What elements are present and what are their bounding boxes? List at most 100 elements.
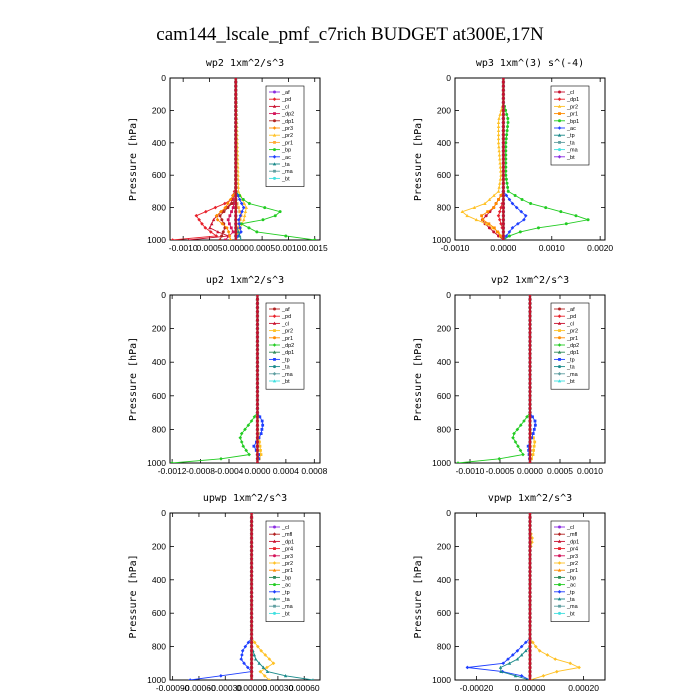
x-tick-label: -0.0012 [158,466,187,476]
series-marker [237,222,241,226]
zero-profile-marker [250,524,254,528]
legend-entry: _ac [281,583,291,589]
series-marker [219,457,223,461]
series-marker [263,206,267,210]
series-marker [496,120,501,124]
series-marker [506,189,510,193]
series-marker [498,161,502,165]
legend-entry: _dp1 [566,97,579,103]
zero-profile-marker [501,133,505,137]
legend-marker [558,329,561,332]
series-marker [523,213,528,218]
x-tick-label: -0.00030 [208,683,242,693]
series-marker [524,640,528,645]
legend-entry: _dp1 [566,350,579,356]
series-line-dp2 [457,295,531,463]
zero-profile-marker [528,461,532,463]
series-marker [226,218,230,222]
zero-profile-marker [528,306,532,310]
legend-marker [272,97,277,101]
zero-profile-marker [501,96,505,100]
series-marker [231,193,235,198]
series-marker [524,648,528,653]
y-tick-label: 600 [437,170,451,180]
series-marker [504,193,509,198]
legend-marker [557,597,562,601]
legend-marker [273,112,276,115]
zero-profile-marker [255,444,259,448]
series-marker [474,217,479,222]
series-marker [512,431,516,436]
series-marker [247,202,251,206]
legend-entry: _ta [281,365,291,371]
panel-title: wp3 1xm^(3) s^(-4) [476,58,584,69]
zero-profile-marker [255,381,259,385]
zero-profile-marker [234,78,238,80]
zero-profile-marker [528,586,532,590]
series-marker [507,661,512,665]
zero-profile-marker [501,238,505,240]
zero-profile-marker [234,189,238,193]
x-tick-label: 0.0000 [244,466,270,476]
legend-marker [272,321,277,325]
series-marker [545,653,550,657]
legend-marker [558,358,561,361]
series-marker [263,653,268,657]
series-marker [223,205,228,210]
zero-profile-marker [528,590,532,594]
series-marker [521,452,525,457]
series-marker [506,657,510,661]
series-marker [283,674,288,678]
legend-entry: _tp [566,357,575,363]
legend-entry: _bt [281,611,290,617]
legend-marker [557,590,562,594]
zero-profile-marker [501,145,505,149]
series-marker [533,440,537,444]
zero-profile-marker [501,161,505,165]
series-marker [497,209,502,214]
y-axis-label: Pressure [hPa] [413,554,424,638]
series-marker [504,169,508,173]
legend-box [550,520,590,622]
zero-profile-marker [255,406,259,410]
series-marker [501,661,506,666]
legend-marker [273,336,276,340]
zero-profile-marker [501,121,505,125]
series-marker [532,449,535,452]
series-marker [267,678,271,680]
series-marker [242,201,247,205]
legend-marker [273,583,276,587]
series-marker [220,222,225,226]
zero-profile-marker [528,557,532,561]
series-marker [518,423,523,427]
zero-profile-marker [250,611,254,615]
zero-profile-marker [528,519,532,523]
zero-profile-marker [234,193,238,197]
series-marker [239,657,243,661]
series-marker [259,432,263,435]
series-marker [258,444,262,448]
zero-profile-marker [501,206,505,210]
legend: _cl_mfl_dp1_pr4_pr3_pr2_pr1_bp_ac_tp_ta_… [265,520,305,622]
legend: _af_pd_cl _pr2_pr1_dp2_dp1_tp _ta_ma_bt [265,302,305,390]
panel-1: wp3 1xm^(3) s^(-4) Pressure [hPa] 0 200 400 6… [413,58,613,253]
series-marker [218,214,222,218]
panel-3: vp2 1xm^2/s^3 Pressure [hPa] 0 200 400 600 800… [413,275,606,476]
zero-profile-marker [501,117,505,120]
zero-profile-marker [528,398,532,402]
legend-entry: _pr1 [566,112,578,118]
x-tick-label: 0.0008 [301,466,327,476]
series-marker [246,640,251,645]
series-marker [204,209,208,214]
zero-profile-marker [501,141,505,145]
zero-profile-marker [234,121,238,125]
y-tick-label: 0 [161,508,166,518]
legend-entry: _pr1 [281,336,293,342]
zero-profile-marker [528,653,532,657]
legend-entry: _ta [566,140,576,146]
x-tick-label: -0.0010 [441,243,470,253]
legend-marker [557,350,562,354]
series-marker [532,444,536,448]
y-axis-label: Pressure [hPa] [128,117,139,201]
legend-marker [272,379,277,383]
